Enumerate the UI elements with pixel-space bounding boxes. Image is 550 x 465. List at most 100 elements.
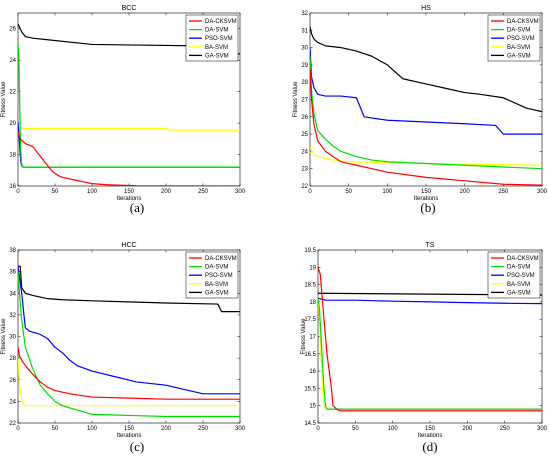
y-tick-label: 27 — [301, 98, 308, 104]
legend: DA-CKSVM DA-SVM PSO-SVM BA-SVM GA-SVM — [185, 14, 239, 62]
x-tick-label: 0 — [308, 189, 312, 195]
chart-title: HS — [421, 5, 431, 12]
x-tick-label: 200 — [460, 189, 471, 195]
legend-label-da-cksvm: DA-CKSVM — [507, 19, 539, 25]
x-tick-label: 100 — [87, 189, 98, 195]
y-tick-label: 38 — [9, 248, 16, 254]
y-tick-label: 34 — [9, 291, 16, 297]
x-axis-label: Iterations — [117, 196, 142, 202]
x-tick-label: 150 — [124, 189, 135, 195]
x-tick-label: 250 — [500, 426, 511, 432]
series-line-da-svm — [310, 56, 542, 170]
y-tick-label: 18 — [309, 300, 316, 306]
series-line-ga-svm — [18, 265, 240, 313]
series-line-da-cksvm — [310, 68, 542, 186]
series-line-da-cksvm — [18, 347, 240, 400]
y-tick-label: 30 — [301, 46, 308, 52]
y-tick-label: 26 — [9, 378, 16, 384]
x-tick-label: 150 — [421, 189, 432, 195]
x-tick-label: 300 — [235, 426, 246, 432]
x-tick-label: 300 — [235, 189, 246, 195]
x-tick-label: 150 — [124, 426, 135, 432]
y-tick-label: 22 — [9, 90, 16, 96]
y-tick-label: 19.5 — [304, 248, 316, 254]
x-tick-label: 0 — [16, 189, 20, 195]
legend-label-ga-svm: GA-SVM — [507, 290, 531, 296]
legend-label-da-cksvm: DA-CKSVM — [205, 256, 237, 262]
series-lines — [18, 23, 240, 186]
y-tick-label: 28 — [9, 356, 16, 362]
y-tick-label: 26 — [301, 115, 308, 121]
series-line-ba-svm — [18, 358, 240, 407]
y-tick-label: 29 — [301, 63, 308, 69]
legend-label-ga-svm: GA-SVM — [507, 53, 531, 59]
x-tick-label: 50 — [352, 426, 359, 432]
chart-panel-3: 0 50 100 150 200 250 300 22 24 26 28 30 32 34 36 38 HCC I… — [1, 242, 246, 439]
legend-label-ga-svm: GA-SVM — [205, 290, 229, 296]
x-tick-label: 50 — [52, 189, 59, 195]
y-tick-label: 22 — [9, 421, 16, 427]
x-tick-label: 250 — [498, 189, 509, 195]
series-line-da-svm — [318, 298, 542, 410]
legend-label-ba-svm: BA-SVM — [507, 45, 530, 51]
legend-label-da-svm: DA-SVM — [507, 265, 530, 271]
legend-label-da-cksvm: DA-CKSVM — [205, 19, 237, 25]
series-lines — [310, 26, 542, 186]
legend-label-pso-svm: PSO-SVM — [205, 36, 233, 42]
x-tick-label: 300 — [537, 189, 548, 195]
series-line-da-cksvm — [318, 267, 542, 412]
chart-panel-2: 0 50 100 150 200 250 300 22 23 24 25 26 27 28 29 30 31 32… — [293, 5, 548, 202]
legend-label-pso-svm: PSO-SVM — [507, 273, 535, 279]
series-line-da-cksvm — [18, 130, 240, 186]
y-tick-label: 20 — [9, 121, 16, 127]
series-lines — [318, 267, 542, 412]
y-tick-label: 26 — [9, 27, 16, 33]
series-line-da-svm — [18, 271, 240, 418]
series-line-pso-svm — [18, 266, 240, 395]
legend: DA-CKSVM DA-SVM PSO-SVM BA-SVM GA-SVM — [487, 14, 541, 62]
y-tick-label: 30 — [9, 335, 16, 341]
y-tick-label: 18.5 — [304, 283, 316, 289]
x-tick-label: 200 — [462, 426, 473, 432]
x-tick-label: 250 — [198, 189, 209, 195]
y-tick-label: 15.5 — [304, 386, 316, 392]
y-tick-label: 16.5 — [304, 352, 316, 358]
x-axis-label: Iterations — [117, 433, 142, 439]
x-tick-label: 50 — [345, 189, 352, 195]
legend-label-ba-svm: BA-SVM — [205, 45, 228, 51]
legend-label-ba-svm: BA-SVM — [205, 282, 228, 288]
legend-label-ga-svm: GA-SVM — [205, 53, 229, 59]
y-tick-label: 28 — [301, 80, 308, 86]
y-axis-label: Fitness Value — [1, 81, 7, 118]
legend-label-pso-svm: PSO-SVM — [205, 273, 233, 279]
x-tick-label: 200 — [161, 426, 172, 432]
y-tick-label: 16 — [9, 184, 16, 190]
legend: DA-CKSVM DA-SVM PSO-SVM BA-SVM GA-SVM — [487, 251, 541, 299]
y-tick-label: 14.5 — [304, 421, 316, 427]
x-tick-label: 100 — [382, 189, 393, 195]
x-tick-label: 100 — [388, 426, 399, 432]
y-tick-label: 32 — [9, 313, 16, 319]
panel-caption: (d) — [422, 439, 437, 454]
y-tick-label: 15 — [309, 404, 316, 410]
chart-panel-1: 0 50 100 150 200 250 300 16 18 20 22 24 26 BCC Iterati… — [1, 5, 246, 202]
x-tick-label: 0 — [316, 426, 320, 432]
y-tick-label: 24 — [9, 399, 16, 405]
series-line-pso-svm — [318, 297, 542, 305]
y-tick-label: 19 — [309, 265, 316, 271]
chart-title: TS — [426, 242, 435, 249]
x-tick-label: 100 — [87, 426, 98, 432]
panel-caption: (c) — [130, 439, 144, 454]
y-tick-label: 23 — [301, 167, 308, 173]
y-tick-label: 18 — [9, 153, 16, 159]
x-axis-label: Iterations — [414, 196, 439, 202]
y-axis-label: Fitness Value — [301, 318, 307, 355]
series-lines — [18, 265, 240, 418]
x-tick-label: 300 — [537, 426, 548, 432]
y-tick-label: 17 — [309, 335, 316, 341]
series-line-ba-svm — [18, 127, 240, 131]
y-tick-label: 25 — [301, 132, 308, 138]
x-tick-label: 150 — [425, 426, 436, 432]
chart-title: BCC — [122, 5, 137, 12]
y-tick-label: 16 — [309, 369, 316, 375]
